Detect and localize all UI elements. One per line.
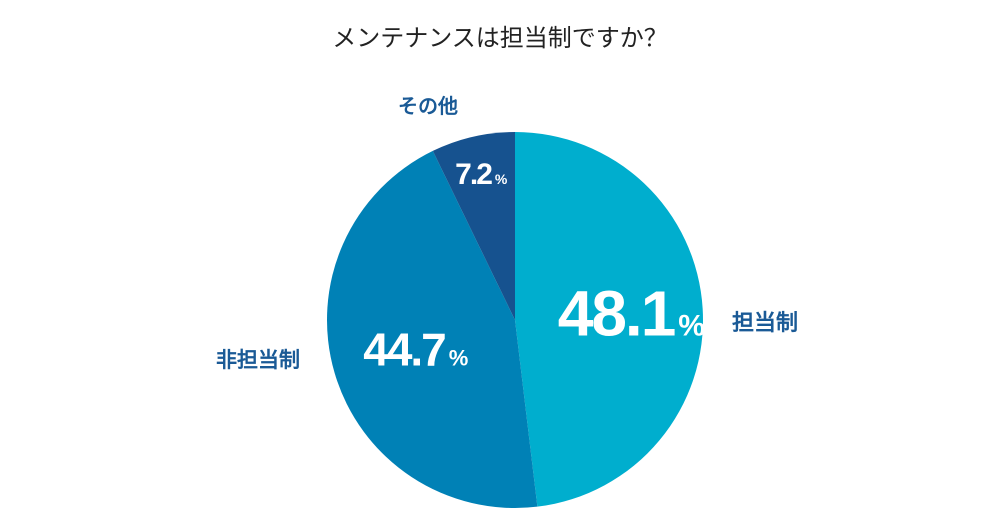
pie-slice-3	[432, 132, 515, 320]
chart-title: メンテナンスは担当制ですか？	[332, 24, 668, 52]
slice-category-label: 担当制	[732, 311, 798, 336]
pie-slices	[327, 132, 703, 509]
pie-slice-1	[515, 132, 703, 507]
pie-labels: 48.1% 担当制 44.7 % 非担当制 7.2 % その他	[216, 94, 798, 375]
pie-slice-2	[327, 150, 538, 509]
slice-category-label: その他	[398, 94, 458, 118]
slice-value-label: 7.2%	[455, 158, 508, 191]
slice-category-label: 非担当制	[216, 348, 300, 372]
slice-value-label: 44.7%	[363, 323, 468, 375]
slice-value-label: 48.1%	[558, 277, 705, 349]
